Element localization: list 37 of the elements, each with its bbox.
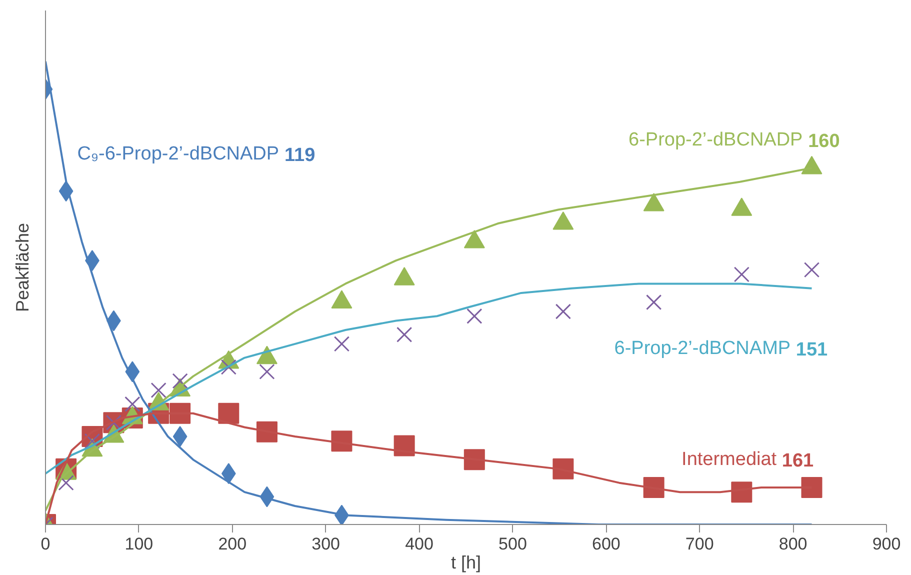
point	[334, 336, 350, 352]
point	[58, 475, 74, 491]
x-tick-label: 0	[40, 534, 50, 554]
point	[734, 266, 750, 282]
point	[643, 476, 664, 498]
point	[124, 396, 140, 412]
point	[150, 382, 166, 398]
point	[396, 326, 412, 342]
point	[331, 430, 352, 452]
x-tick-label: 800	[778, 534, 808, 554]
x-tick-label: 700	[685, 534, 714, 554]
point	[256, 421, 278, 442]
point	[646, 294, 662, 310]
x-tick-label: 100	[124, 534, 154, 554]
point	[555, 304, 572, 320]
x-axis-title: t [h]	[450, 552, 482, 572]
x-tick-label: 900	[872, 534, 901, 554]
point	[552, 458, 574, 480]
x-tick-label: 200	[218, 534, 247, 554]
series-label: 6-Prop-2’-dBCNADP 160	[628, 130, 840, 152]
series-label: C₉-6-Prop-2’-dBCNADP 119	[77, 144, 316, 166]
x-tick-label: 500	[498, 534, 527, 554]
point	[731, 482, 752, 503]
x-tick-label: 400	[405, 534, 434, 554]
point	[259, 364, 275, 380]
x-tick-label: 600	[592, 534, 620, 554]
point	[464, 449, 485, 470]
point	[466, 308, 482, 324]
point	[804, 262, 820, 278]
x-tick-label: 300	[312, 534, 340, 554]
point	[170, 402, 191, 424]
series-label: Intermediat 161	[682, 449, 814, 472]
text: 6-Prop-2’-dBCNAMP 151	[614, 338, 828, 361]
point	[801, 476, 822, 498]
point	[218, 402, 240, 424]
point	[394, 435, 415, 456]
y-axis-title: Peakfläche	[12, 222, 32, 312]
